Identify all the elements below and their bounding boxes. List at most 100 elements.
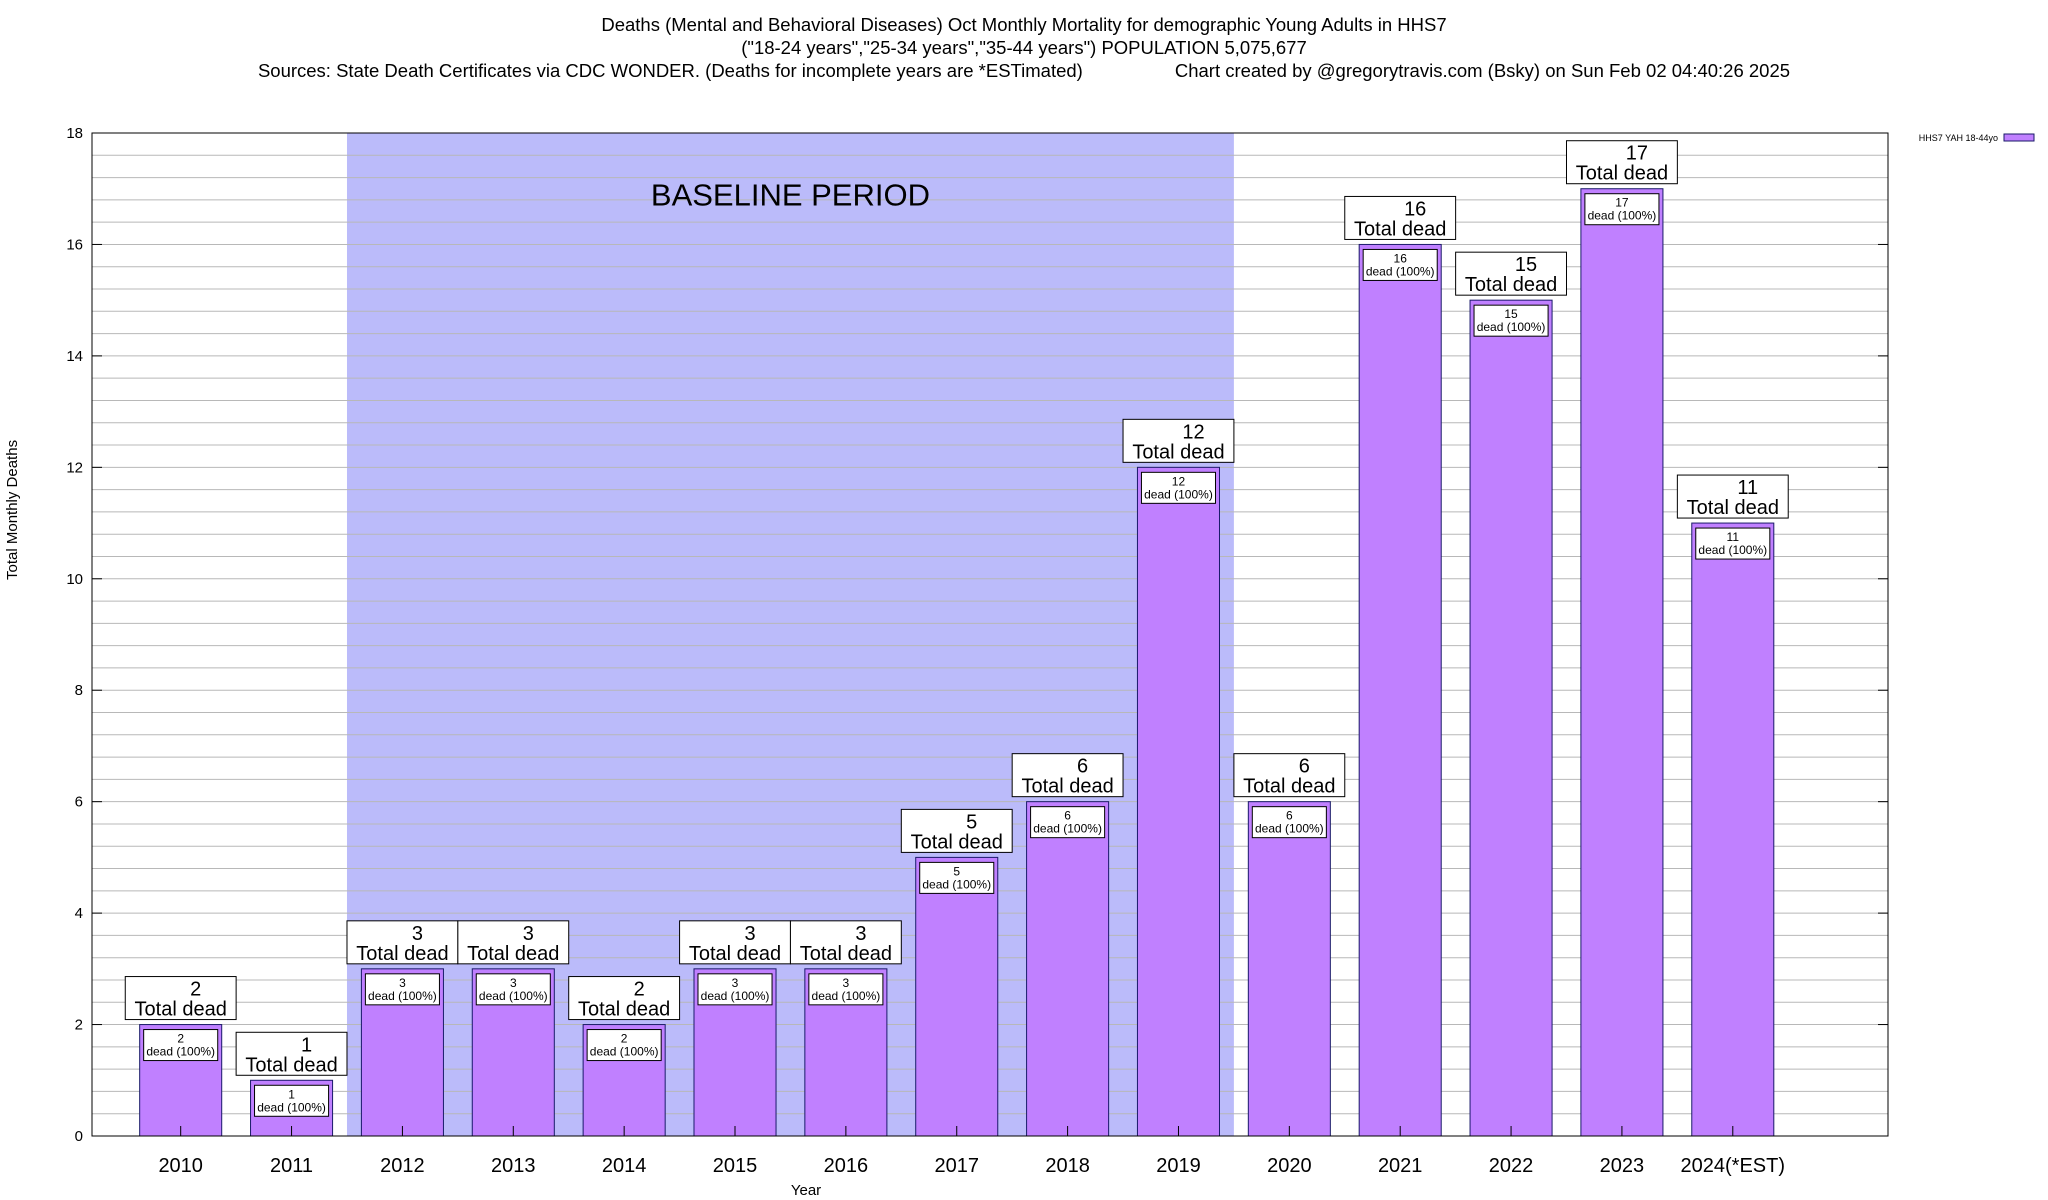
- bar-inner-label-box: [1140, 471, 1216, 504]
- bar-total-value: 15: [1515, 254, 1537, 276]
- bar-inner-value: 2: [621, 1032, 628, 1046]
- bar-total-label-box: [1565, 140, 1678, 185]
- bar-inner-label: dead (100%): [146, 1045, 215, 1059]
- bar-inner-value: 1: [288, 1087, 295, 1101]
- x-tick-label: 2023: [1600, 1155, 1645, 1177]
- bar-inner-label: dead (100%): [1588, 209, 1657, 223]
- x-tick-label: 2021: [1378, 1155, 1423, 1177]
- x-tick-label: 2019: [1156, 1155, 1201, 1177]
- x-tick-label: 2020: [1267, 1155, 1312, 1177]
- bar-total-value: 3: [855, 923, 866, 945]
- bar-total-value: 11: [1737, 477, 1758, 499]
- bar-inner-label: dead (100%): [1255, 822, 1324, 836]
- bar-total-value: 3: [412, 923, 423, 945]
- bar-total-label-box: [1233, 753, 1346, 798]
- bar-total-label: Total dead: [1687, 497, 1779, 519]
- bar-total-value: 3: [523, 923, 534, 945]
- bar-total-value: 12: [1182, 421, 1204, 443]
- bar: [1358, 243, 1442, 1137]
- bar-total-label-box: [1676, 474, 1789, 519]
- x-axis-label: Year: [791, 1182, 821, 1199]
- x-tick-label: 2018: [1045, 1155, 1090, 1177]
- bar-total-label: Total dead: [1354, 218, 1446, 240]
- bar-total-label: Total dead: [1021, 776, 1113, 798]
- bar-inner-value: 15: [1504, 307, 1518, 321]
- bar-total-label-box: [789, 920, 902, 965]
- x-tick-label: 2010: [158, 1155, 203, 1177]
- bar-total-label: Total dead: [467, 943, 559, 965]
- bar-inner-label-box: [808, 973, 884, 1006]
- bar-inner-label-box: [254, 1084, 330, 1117]
- bar-inner-label-box: [1473, 304, 1549, 337]
- bar-inner-label: dead (100%): [922, 877, 991, 891]
- bar-total-label-box: [457, 920, 570, 965]
- bar-total-label: Total dead: [800, 943, 892, 965]
- chart-title-block: Deaths (Mental and Behavioral Diseases) …: [0, 13, 2048, 82]
- bar-total-label-box: [568, 976, 681, 1021]
- bar: [1580, 188, 1664, 1137]
- x-tick-label: 2013: [491, 1155, 536, 1177]
- x-tick-label: 2015: [713, 1155, 758, 1177]
- bar-total-label-box: [1011, 753, 1124, 798]
- bar-inner-label: dead (100%): [1366, 264, 1435, 278]
- bar-inner-value: 3: [843, 976, 850, 990]
- bar-total-label: Total dead: [1465, 274, 1557, 296]
- bar-inner-value: 17: [1615, 196, 1629, 210]
- bar-inner-value: 2: [177, 1032, 184, 1046]
- bar-inner-value: 11: [1727, 530, 1740, 544]
- x-tick-label: 2011: [270, 1155, 313, 1177]
- y-tick-label: 16: [66, 236, 83, 253]
- bar-inner-label-box: [1251, 806, 1327, 839]
- bar-total-label-box: [124, 976, 237, 1021]
- bar: [1026, 801, 1110, 1137]
- bar-total-value: 1: [301, 1034, 312, 1056]
- bar-inner-label-box: [1584, 193, 1660, 226]
- bar-inner-label-box: [1695, 527, 1771, 560]
- bar-total-label: Total dead: [356, 943, 448, 965]
- bar-total-label: Total dead: [911, 831, 1003, 853]
- x-tick-label: 2024(*EST): [1681, 1155, 1786, 1177]
- bar-inner-value: 6: [1064, 809, 1071, 823]
- bar-inner-label: dead (100%): [257, 1100, 326, 1114]
- bar-inner-value: 16: [1394, 251, 1408, 265]
- chart-source: Sources: State Death Certificates via CD…: [257, 60, 1083, 81]
- plot-frame: [91, 132, 1889, 1137]
- bar-inner-label: dead (100%): [1144, 487, 1213, 501]
- chart-subtitle: ("18-24 years","25-34 years","35-44 year…: [741, 37, 1307, 58]
- bar: [1469, 299, 1553, 1137]
- bar-inner-label-box: [475, 973, 551, 1006]
- bar-total-value: 3: [744, 923, 755, 945]
- bar-inner-label: dead (100%): [701, 989, 770, 1003]
- bar-inner-label-box: [143, 1029, 219, 1062]
- bar-total-label-box: [1122, 418, 1235, 463]
- legend-label: HHS7 YAH 18-44yo: [1919, 133, 1998, 143]
- bar-inner-label-box: [364, 973, 440, 1006]
- bar-total-value: 2: [190, 979, 201, 1001]
- bar-inner-label-box: [919, 861, 995, 894]
- bar-total-label: Total dead: [578, 999, 670, 1021]
- bar-total-value: 6: [1299, 756, 1310, 778]
- bar-inner-label: dead (100%): [1698, 543, 1767, 557]
- bar-total-label-box: [346, 920, 459, 965]
- bar-inner-label: dead (100%): [812, 989, 881, 1003]
- bar-total-label-box: [900, 808, 1013, 853]
- y-tick-label: 4: [75, 905, 83, 922]
- bar-total-label: Total dead: [245, 1054, 337, 1076]
- y-tick-label: 0: [75, 1128, 83, 1145]
- bar-total-value: 17: [1626, 143, 1648, 165]
- y-tick-label: 18: [66, 125, 83, 142]
- bar-total-label-box: [1455, 251, 1567, 296]
- bar-inner-label: dead (100%): [1477, 320, 1546, 334]
- bar: [1691, 522, 1775, 1137]
- chart-source-line: Sources: State Death Certificates via CD…: [0, 59, 2048, 82]
- x-tick-label: 2014: [602, 1155, 647, 1177]
- legend-swatch: [2003, 133, 2035, 142]
- bar-inner-value: 6: [1286, 809, 1293, 823]
- x-tick-label: 2022: [1489, 1155, 1534, 1177]
- bar-total-value: 2: [634, 979, 645, 1001]
- y-tick-label: 8: [75, 682, 83, 699]
- bar-inner-value: 3: [399, 976, 406, 990]
- x-tick-label: 2016: [824, 1155, 869, 1177]
- bar: [1136, 466, 1220, 1137]
